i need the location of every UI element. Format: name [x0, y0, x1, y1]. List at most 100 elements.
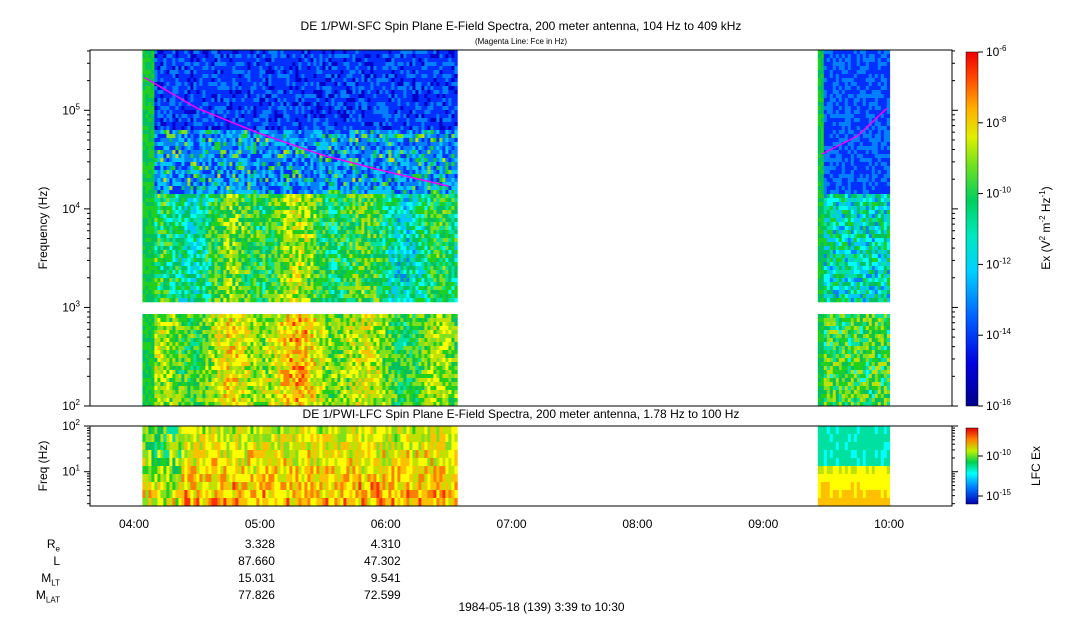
spectrogram-cell [274, 386, 278, 391]
spectrogram-cell [220, 294, 224, 299]
spectrogram-cell [172, 78, 176, 83]
spectrogram-cell [187, 182, 191, 187]
spectrogram-cell [202, 214, 206, 219]
spectrogram-cell [151, 290, 155, 295]
spectrogram-cell [202, 282, 206, 287]
spectrogram-cell [313, 126, 317, 131]
spectrogram-cell [226, 250, 230, 255]
spectrogram-cell [211, 142, 215, 147]
spectrogram-cell [313, 362, 317, 367]
spectrogram-cell [253, 214, 257, 219]
spectrogram-cell [196, 198, 200, 203]
spectrogram-cell [235, 62, 239, 67]
spectrogram-cell [247, 390, 251, 395]
spectrogram-cell [172, 82, 176, 87]
spectrogram-cell [178, 366, 182, 371]
spectrogram-cell [217, 238, 221, 243]
spectrogram-cell [199, 58, 203, 63]
spectrogram-cell [154, 270, 158, 275]
spectrogram-cell [232, 246, 236, 251]
spectrogram-cell [265, 290, 269, 295]
spectrogram-cell [202, 290, 206, 295]
spectrogram-cell [154, 290, 158, 295]
spectrogram-cell [199, 258, 203, 263]
spectrogram-cell [172, 114, 176, 119]
spectrogram-cell [199, 318, 203, 323]
spectrogram-cell [190, 378, 194, 383]
spectrogram-cell [292, 386, 296, 391]
spectrogram-cell [166, 262, 170, 267]
spectrogram-cell [238, 74, 242, 79]
spectrogram-cell [202, 234, 206, 239]
spectrogram-cell [172, 234, 176, 239]
spectrogram-cell [211, 134, 215, 139]
spectrogram-cell [289, 118, 293, 123]
spectrogram-cell [256, 278, 260, 283]
spectrogram-cell [193, 122, 197, 127]
spectrogram-cell [301, 366, 305, 371]
spectrogram-cell [247, 134, 251, 139]
spectrogram-cell [280, 338, 284, 343]
spectrogram-cell [226, 74, 230, 79]
spectrogram-cell [244, 86, 248, 91]
spectrogram-cell [190, 182, 194, 187]
spectrogram-cell [283, 342, 287, 347]
spectrogram-cell [214, 370, 218, 375]
spectrogram-cell [172, 378, 176, 383]
spectrogram-cell [163, 334, 167, 339]
spectrogram-cell [226, 298, 230, 303]
spectrogram-cell [313, 178, 317, 183]
spectrogram-cell [307, 294, 311, 299]
spectrogram-cell [226, 182, 230, 187]
spectrogram-cell [298, 394, 302, 399]
spectrogram-cell [208, 114, 212, 119]
spectrogram-cell [304, 182, 308, 187]
spectrogram-cell [241, 142, 245, 147]
spectrogram-cell [163, 142, 167, 147]
spectrogram-cell [283, 174, 287, 179]
spectrogram-cell [271, 130, 275, 135]
spectrogram-cell [280, 314, 284, 319]
spectrogram-cell [148, 362, 152, 367]
spectrogram-cell [202, 178, 206, 183]
spectrogram-cell [151, 342, 155, 347]
spectrogram-cell [259, 70, 263, 75]
spectrogram-cell [226, 158, 230, 163]
spectrogram-cell [229, 78, 233, 83]
spectrogram-cell [298, 346, 302, 351]
spectrogram-cell [295, 66, 299, 71]
spectrogram-cell [223, 198, 227, 203]
spectrogram-cell [283, 110, 287, 115]
spectrogram-cell [184, 262, 188, 267]
spectrogram-cell [199, 322, 203, 327]
spectrogram-cell [283, 166, 287, 171]
spectrogram-cell [214, 130, 218, 135]
spectrogram-cell [163, 170, 167, 175]
spectrogram-cell [226, 194, 230, 199]
spectrogram-cell [301, 150, 305, 155]
spectrogram-cell [205, 394, 209, 399]
spectrogram-cell [313, 114, 317, 119]
spectrogram-cell [232, 322, 236, 327]
spectrogram-cell [229, 402, 233, 407]
spectrogram-cell [142, 342, 146, 347]
spectrogram-cell [208, 370, 212, 375]
spectrogram-cell [298, 102, 302, 107]
spectrogram-cell [229, 378, 233, 383]
spectrogram-cell [265, 110, 269, 115]
spectrogram-cell [172, 194, 176, 199]
spectrogram-cell [289, 270, 293, 275]
spectrogram-cell [274, 198, 278, 203]
spectrogram-cell [226, 86, 230, 91]
spectrogram-cell [142, 142, 146, 147]
spectrogram-cell [247, 250, 251, 255]
spectrogram-cell [292, 142, 296, 147]
spectrogram-cell [241, 82, 245, 87]
spectrogram-cell [298, 230, 302, 235]
spectrogram-cell [163, 82, 167, 87]
spectrogram-cell [268, 86, 272, 91]
spectrogram-cell [271, 74, 275, 79]
spectrogram-cell [190, 194, 194, 199]
spectrogram-cell [274, 134, 278, 139]
spectrogram-cell [244, 174, 248, 179]
